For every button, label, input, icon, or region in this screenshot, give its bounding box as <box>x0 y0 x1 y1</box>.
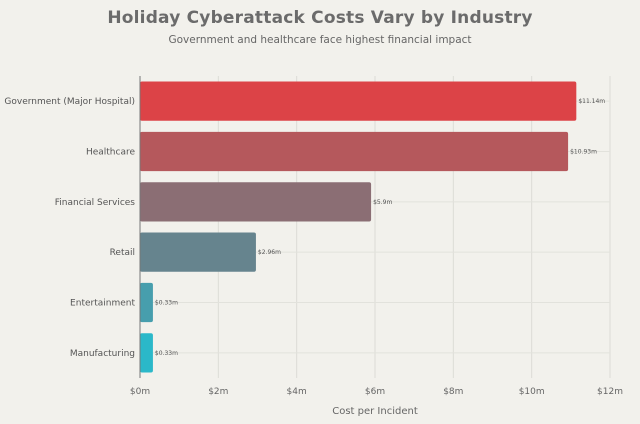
bar <box>140 282 153 323</box>
category-label: Retail <box>110 248 135 258</box>
data-label: $0.33m <box>155 350 178 357</box>
category-label: Government (Major Hospital) <box>4 97 135 107</box>
data-label: $11.14m <box>578 98 605 105</box>
category-labels: Government (Major Hospital) Healthcare Fin… <box>4 97 135 359</box>
grid-lines <box>139 76 611 378</box>
category-label: Manufacturing <box>70 349 135 359</box>
bar <box>140 81 577 121</box>
category-label: Financial Services <box>55 198 136 208</box>
x-axis-label: Cost per Incident <box>332 406 418 417</box>
bar <box>140 131 569 172</box>
data-label: $5.9m <box>373 199 392 206</box>
bar <box>140 232 256 272</box>
x-tick-label: $2m <box>208 387 228 397</box>
bar <box>140 333 153 373</box>
x-tick-label: $8m <box>443 387 463 397</box>
x-tick-label: $10m <box>519 387 545 397</box>
x-tick-label: $6m <box>365 387 385 397</box>
category-label: Healthcare <box>86 148 136 158</box>
chart-title: Holiday Cyberattack Costs Vary by Indust… <box>107 8 533 28</box>
data-label: $0.33m <box>155 300 178 307</box>
data-label: $2.96m <box>258 249 281 256</box>
category-label: Entertainment <box>70 299 135 309</box>
bars: $11.14m $10.93m $5.9m $2.96m $0.33m $0.33m <box>140 81 605 373</box>
data-label: $10.93m <box>570 149 597 156</box>
x-tick-label: $0m <box>130 387 150 397</box>
chart-subtitle: Government and healthcare face highest f… <box>168 34 472 46</box>
x-tick-label: $4m <box>287 387 307 397</box>
bar <box>140 182 372 222</box>
x-tick-labels: $0m $2m $4m $6m $8m $10m $12m <box>130 387 623 397</box>
x-tick-label: $12m <box>597 387 623 397</box>
